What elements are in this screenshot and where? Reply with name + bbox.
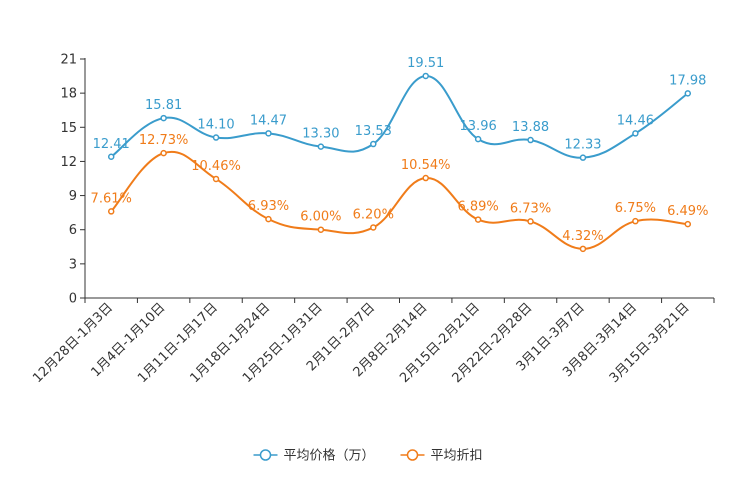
data-point xyxy=(265,215,272,223)
data-point xyxy=(684,220,692,228)
data-point xyxy=(107,208,115,215)
series-1: 12.41 15.81 14.10 14.47 13.30 13.53 19.51 13.96… xyxy=(93,56,706,161)
legend: 平均价格（万） 平均折扣 xyxy=(253,448,483,464)
data-label: 6.89% xyxy=(457,200,498,215)
data-point xyxy=(684,90,692,97)
data-label: 4.32% xyxy=(562,229,603,244)
data-point xyxy=(579,245,587,253)
data-point xyxy=(474,135,482,143)
data-point xyxy=(474,216,482,223)
data-point xyxy=(370,224,377,231)
y-tick-label: 18 xyxy=(60,87,77,102)
legend-marker xyxy=(406,449,419,461)
legend-label: 平均价格（万） xyxy=(284,448,375,464)
series-2: 7.61% 12.73%10.46% 6.93% 6.00% 6.20% 10.54% 6.… xyxy=(91,133,708,253)
data-label: 6.73% xyxy=(510,201,551,216)
data-label: 7.61% xyxy=(91,191,132,206)
y-tick-label: 15 xyxy=(60,121,77,136)
data-label: 6.75% xyxy=(615,201,656,216)
data-point xyxy=(160,114,167,122)
y-tick-label: 0 xyxy=(69,292,77,307)
legend-item-1: 平均价格（万） xyxy=(253,448,375,464)
data-label: 13.88 xyxy=(512,120,549,135)
data-point xyxy=(527,218,534,225)
y-tick-label: 9 xyxy=(69,189,77,204)
data-point xyxy=(160,149,167,157)
y-tick-label: 12 xyxy=(60,155,77,170)
y-tick-label: 21 xyxy=(60,53,77,68)
data-point xyxy=(527,136,534,144)
data-point xyxy=(632,217,639,225)
data-label: 12.73% xyxy=(139,133,189,148)
data-label: 13.53 xyxy=(355,124,392,139)
data-point xyxy=(579,154,587,161)
series-group: 12.41 15.81 14.10 14.47 13.30 13.53 19.51 13.96… xyxy=(91,56,708,253)
data-label: 13.30 xyxy=(302,127,339,142)
data-point xyxy=(212,134,220,141)
data-label: 19.51 xyxy=(407,56,444,71)
y-tick-label: 3 xyxy=(69,257,77,272)
data-label: 6.49% xyxy=(667,204,708,219)
data-label: 14.10 xyxy=(197,118,234,133)
legend-item-2: 平均折扣 xyxy=(400,449,483,464)
data-label: 13.96 xyxy=(460,119,497,134)
legend-label: 平均折扣 xyxy=(431,449,483,464)
data-label: 12.33 xyxy=(564,138,601,153)
data-point xyxy=(317,226,325,233)
data-label: 12.41 xyxy=(93,137,130,152)
data-label: 14.46 xyxy=(617,113,654,128)
data-label: 6.93% xyxy=(248,199,289,214)
data-point xyxy=(370,140,377,148)
data-point xyxy=(265,130,272,137)
data-label: 14.47 xyxy=(250,113,287,128)
data-point xyxy=(422,72,429,80)
data-label: 10.46% xyxy=(191,159,241,174)
data-label: 17.98 xyxy=(669,73,706,88)
legend-marker xyxy=(259,449,272,461)
data-label: 6.00% xyxy=(300,210,341,225)
data-label: 6.20% xyxy=(353,207,394,222)
data-point xyxy=(422,174,429,182)
data-label: 10.54% xyxy=(401,158,451,173)
y-tick-label: 6 xyxy=(69,223,77,238)
data-point xyxy=(212,175,220,183)
data-point xyxy=(317,143,325,150)
data-label: 15.81 xyxy=(145,98,182,113)
data-point xyxy=(107,153,115,161)
data-point xyxy=(632,130,639,137)
